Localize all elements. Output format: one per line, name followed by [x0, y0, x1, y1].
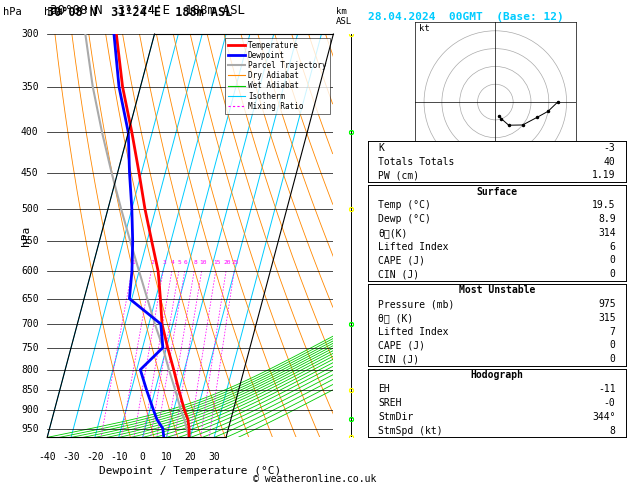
Text: Mixing Ratio (g/kg): Mixing Ratio (g/kg) [347, 185, 357, 287]
Text: Totals Totals: Totals Totals [378, 156, 455, 167]
Text: Most Unstable: Most Unstable [459, 285, 535, 295]
Text: 30: 30 [208, 451, 220, 462]
Text: 20: 20 [184, 451, 196, 462]
Text: Dewp (°C): Dewp (°C) [378, 214, 431, 224]
Text: 7: 7 [337, 137, 342, 146]
Text: 2: 2 [150, 260, 154, 265]
Text: 450: 450 [21, 168, 38, 178]
Text: 300: 300 [21, 29, 38, 39]
Text: 19.5: 19.5 [592, 200, 616, 210]
Text: 8.9: 8.9 [598, 214, 616, 224]
Text: -40: -40 [38, 451, 56, 462]
Text: Dewpoint / Temperature (°C): Dewpoint / Temperature (°C) [99, 466, 281, 476]
Text: θᴄ (K): θᴄ (K) [378, 313, 413, 323]
Text: hPa: hPa [44, 7, 63, 17]
Text: StmSpd (kt): StmSpd (kt) [378, 426, 443, 435]
Text: 1: 1 [131, 260, 135, 265]
Text: 8: 8 [193, 260, 197, 265]
Text: CIN (J): CIN (J) [378, 269, 420, 279]
Text: 0: 0 [140, 451, 145, 462]
Text: 600: 600 [21, 266, 38, 276]
Text: 750: 750 [21, 343, 38, 353]
Text: 28.04.2024  00GMT  (Base: 12): 28.04.2024 00GMT (Base: 12) [368, 12, 564, 22]
Text: EH: EH [378, 384, 390, 394]
Text: -3: -3 [604, 143, 616, 153]
Text: 8: 8 [610, 426, 616, 435]
Text: 4: 4 [337, 276, 342, 285]
Text: 2: 2 [337, 363, 342, 373]
Legend: Temperature, Dewpoint, Parcel Trajectory, Dry Adiabat, Wet Adiabat, Isotherm, Mi: Temperature, Dewpoint, Parcel Trajectory… [225, 38, 330, 114]
Text: CIN (J): CIN (J) [378, 354, 420, 364]
Text: 7: 7 [610, 327, 616, 337]
Text: © weatheronline.co.uk: © weatheronline.co.uk [253, 473, 376, 484]
Text: -20: -20 [86, 451, 104, 462]
Text: 6: 6 [184, 260, 187, 265]
Text: PW (cm): PW (cm) [378, 171, 420, 180]
Text: 650: 650 [21, 294, 38, 304]
Text: 950: 950 [21, 423, 38, 434]
Text: 900: 900 [21, 405, 38, 415]
Text: 344°: 344° [592, 412, 616, 422]
Text: 975: 975 [598, 299, 616, 309]
Text: Temp (°C): Temp (°C) [378, 200, 431, 210]
Text: Lifted Index: Lifted Index [378, 327, 448, 337]
Text: Pressure (mb): Pressure (mb) [378, 299, 455, 309]
Text: 850: 850 [21, 385, 38, 396]
Text: kt: kt [419, 24, 430, 33]
Text: 400: 400 [21, 127, 38, 138]
Text: 20: 20 [223, 260, 231, 265]
Text: 6: 6 [610, 242, 616, 252]
Text: θᴄ(K): θᴄ(K) [378, 228, 408, 238]
Text: Lifted Index: Lifted Index [378, 242, 448, 252]
Text: 3: 3 [162, 260, 166, 265]
Text: 5: 5 [178, 260, 182, 265]
Text: -10: -10 [110, 451, 128, 462]
Text: 700: 700 [21, 319, 38, 329]
Text: 25: 25 [231, 260, 239, 265]
Text: 800: 800 [21, 364, 38, 375]
Text: 10: 10 [160, 451, 172, 462]
Text: LCL: LCL [337, 388, 352, 397]
Text: 8: 8 [337, 87, 342, 98]
Text: 6: 6 [337, 184, 342, 194]
Text: 550: 550 [21, 237, 38, 246]
Text: 0: 0 [610, 269, 616, 279]
Text: CAPE (J): CAPE (J) [378, 341, 425, 350]
Text: 30°08'N  31°24'E  188m ASL: 30°08'N 31°24'E 188m ASL [50, 4, 245, 17]
Text: 30°08'N  31°24'E  188m ASL: 30°08'N 31°24'E 188m ASL [47, 6, 233, 19]
Text: 1.19: 1.19 [592, 171, 616, 180]
Text: 3: 3 [337, 319, 342, 330]
Text: 15: 15 [213, 260, 220, 265]
Text: K: K [378, 143, 384, 153]
Text: 40: 40 [604, 156, 616, 167]
Text: -0: -0 [604, 398, 616, 408]
Text: km
ASL: km ASL [337, 7, 352, 26]
Text: CAPE (J): CAPE (J) [378, 256, 425, 265]
Text: hPa: hPa [21, 226, 31, 246]
Text: StmDir: StmDir [378, 412, 413, 422]
Text: 314: 314 [598, 228, 616, 238]
Text: hPa: hPa [3, 7, 22, 17]
Text: 5: 5 [337, 230, 342, 240]
Text: 10: 10 [199, 260, 206, 265]
Text: 500: 500 [21, 204, 38, 214]
Text: SREH: SREH [378, 398, 402, 408]
Text: 0: 0 [610, 341, 616, 350]
Text: 1: 1 [337, 404, 342, 415]
Text: Surface: Surface [476, 187, 518, 196]
Text: 4: 4 [171, 260, 175, 265]
Text: -11: -11 [598, 384, 616, 394]
Text: Hodograph: Hodograph [470, 370, 523, 381]
Text: 315: 315 [598, 313, 616, 323]
Text: 0: 0 [610, 256, 616, 265]
Text: 350: 350 [21, 82, 38, 92]
Text: 0: 0 [610, 354, 616, 364]
Text: -30: -30 [62, 451, 80, 462]
